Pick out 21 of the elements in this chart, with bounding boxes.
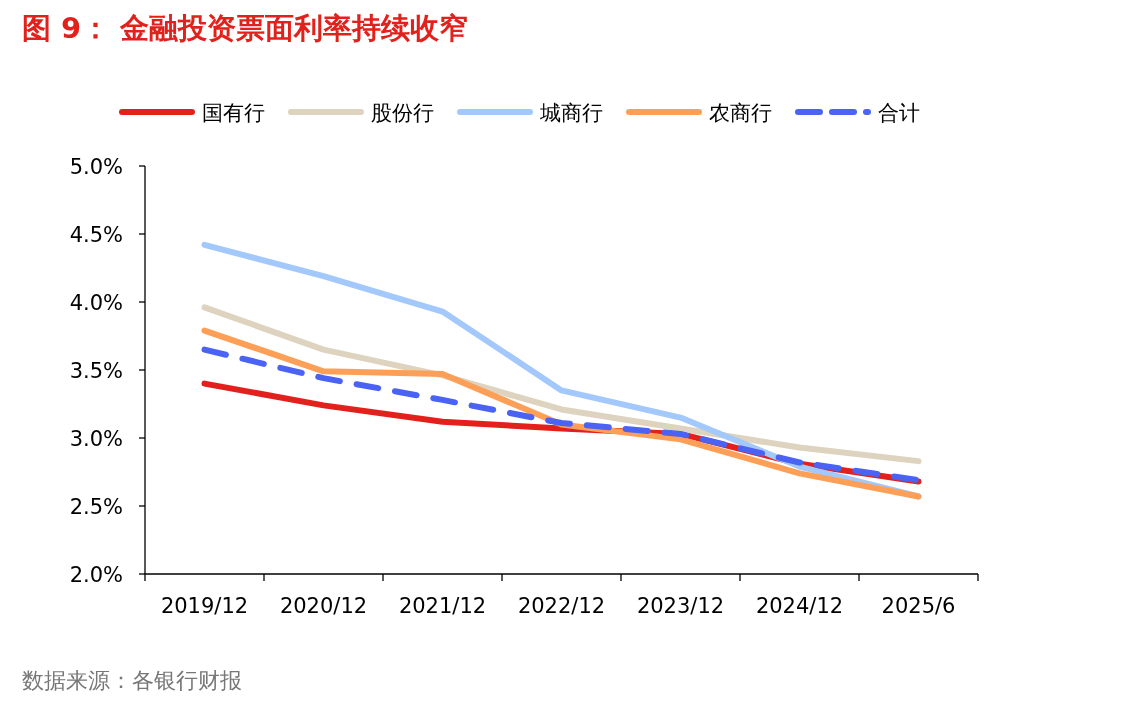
y-tick-label: 4.0% xyxy=(69,291,123,315)
y-tick-label: 4.5% xyxy=(69,223,123,247)
y-tick-label: 2.5% xyxy=(69,495,123,519)
y-tick-label: 3.0% xyxy=(69,427,123,451)
chart-title: 图 9： 金融投资票面利率持续收窄 xyxy=(22,11,469,45)
x-tick-label: 2020/12 xyxy=(279,594,368,618)
y-tick-label: 3.5% xyxy=(69,359,123,383)
legend-label: 国有行 xyxy=(202,101,265,125)
legend-label: 城商行 xyxy=(539,101,603,125)
x-tick-label: 2022/12 xyxy=(517,594,606,618)
legend-label: 股份行 xyxy=(371,101,434,125)
x-tick-label: 2024/12 xyxy=(755,594,844,618)
legend-label: 合计 xyxy=(878,101,920,125)
legend-label: 农商行 xyxy=(709,101,772,125)
y-tick-label: 5.0% xyxy=(69,155,123,179)
source-note: 数据来源：各银行财报 xyxy=(22,668,242,693)
x-tick-label: 2021/12 xyxy=(398,594,487,618)
x-tick-label: 2019/12 xyxy=(160,594,249,618)
y-tick-label: 2.0% xyxy=(69,563,123,587)
x-tick-label: 2023/12 xyxy=(636,594,725,618)
x-tick-label: 2025/6 xyxy=(881,594,956,618)
